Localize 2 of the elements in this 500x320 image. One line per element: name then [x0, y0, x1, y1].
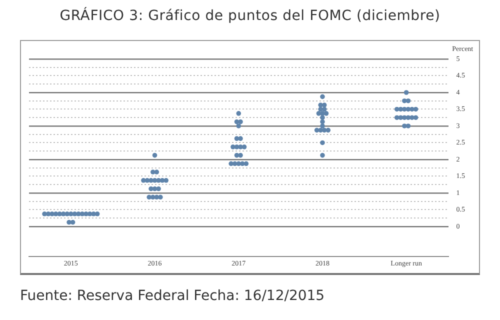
source-note: Fuente: Reserva Federal Fecha: 16/12/2015 [20, 288, 325, 304]
chart-title: GRÁFICO 3: Gráfico de puntos del FOMC (diciembre) [58, 8, 442, 24]
